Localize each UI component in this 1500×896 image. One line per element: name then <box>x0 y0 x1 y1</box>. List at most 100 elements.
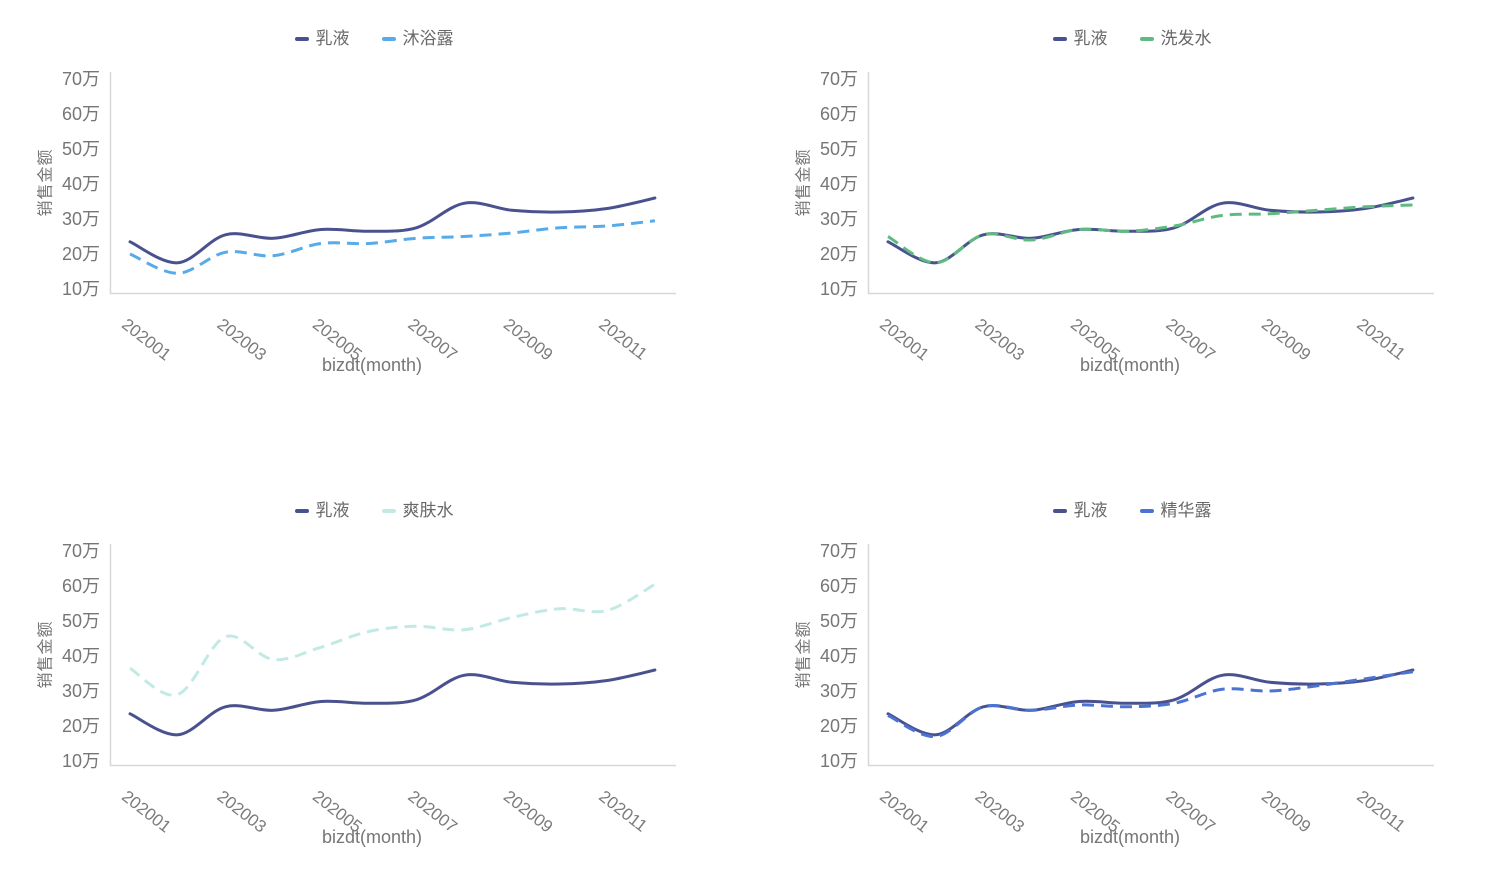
chart-lotion-vs-essence: 乳液 精华露 10万 20万 30万 40万 50万 60万 70万 202001 202003 20… <box>758 472 1500 896</box>
x-axis-tick-label: 202009 <box>500 315 556 365</box>
series-line-lotion <box>128 668 657 737</box>
x-axis-tick-label: 202009 <box>500 787 556 837</box>
legend-label-shower-gel: 沐浴露 <box>402 29 454 48</box>
series-line-lotion <box>886 668 1415 737</box>
series-line-essence <box>887 670 1414 739</box>
y-axis-tick-label: 20万 <box>62 716 100 736</box>
x-axis-title: bizdt(month) <box>322 355 422 375</box>
legend-item-shampoo: 洗发水 <box>1139 28 1212 50</box>
legend-label-essence: 精华露 <box>1160 501 1212 520</box>
x-axis-tick-label: 202003 <box>972 315 1028 365</box>
axis-spines <box>867 72 1434 295</box>
x-axis-tick-label: 202011 <box>1353 315 1408 364</box>
y-axis-tick-label: 70万 <box>62 69 100 89</box>
legend: 乳液 精华露 <box>758 500 1500 522</box>
legend-swatch-lotion <box>1052 37 1067 41</box>
y-axis-title: 销售金额 <box>795 620 813 688</box>
series-line-shower-gel <box>129 219 656 275</box>
y-axis-tick-label: 20万 <box>820 716 858 736</box>
y-axis-tick-label: 10万 <box>820 279 858 299</box>
y-axis-tick-label: 10万 <box>62 279 100 299</box>
y-axis-title: 销售金额 <box>37 620 55 688</box>
x-axis-tick-label: 202001 <box>118 787 174 837</box>
y-axis-tick-label: 60万 <box>820 104 858 124</box>
y-axis-tick-label: 40万 <box>62 174 100 194</box>
legend: 乳液 洗发水 <box>758 28 1500 50</box>
legend-swatch-shampoo <box>1139 37 1154 41</box>
y-axis-tick-label: 50万 <box>820 139 858 159</box>
y-axis-tick-label: 50万 <box>820 611 858 631</box>
x-axis-title: bizdt(month) <box>322 827 422 847</box>
series-line-lotion <box>128 196 657 265</box>
y-axis-tick-label: 40万 <box>820 174 858 194</box>
x-axis-tick-label: 202009 <box>1258 315 1314 365</box>
y-axis-tick-label: 30万 <box>62 681 100 701</box>
legend-item-toner: 爽肤水 <box>381 500 454 522</box>
legend-item-lotion: 乳液 <box>294 28 350 50</box>
y-axis-tick-label: 20万 <box>820 244 858 264</box>
y-axis-tick-label: 70万 <box>820 69 858 89</box>
axis-spines <box>867 544 1434 767</box>
legend-swatch-essence <box>1139 509 1154 513</box>
axis-spines <box>109 544 676 767</box>
legend-item-lotion: 乳液 <box>1052 500 1108 522</box>
series-line-toner <box>129 582 656 697</box>
y-axis-tick-label: 70万 <box>820 541 858 561</box>
y-axis-tick-label: 30万 <box>820 681 858 701</box>
chart-lotion-vs-toner: 乳液 爽肤水 10万 20万 30万 40万 50万 60万 70万 202001 202003 20… <box>0 472 748 896</box>
x-axis-tick-label: 202009 <box>1258 787 1314 837</box>
legend-label-lotion: 乳液 <box>1073 29 1108 48</box>
legend-swatch-lotion <box>294 509 309 513</box>
x-axis-title: bizdt(month) <box>1080 827 1180 847</box>
x-axis-tick-label: 202011 <box>1353 787 1408 836</box>
chart-lotion-vs-shampoo: 乳液 洗发水 10万 20万 30万 40万 50万 60万 70万 202001 202003 20… <box>758 0 1500 444</box>
chart-lotion-vs-shower-gel: 乳液 沐浴露 10万 20万 30万 40万 50万 60万 70万 202001 202003 20… <box>0 0 748 444</box>
series-line-shampoo <box>887 203 1413 265</box>
x-axis-tick-label: 202001 <box>118 315 174 365</box>
y-axis-tick-label: 30万 <box>820 209 858 229</box>
legend-label-lotion: 乳液 <box>315 29 350 48</box>
legend-label-lotion: 乳液 <box>315 501 350 520</box>
y-axis-title: 销售金额 <box>37 148 55 216</box>
legend: 乳液 爽肤水 <box>0 500 748 522</box>
y-axis-tick-label: 60万 <box>62 576 100 596</box>
legend-item-essence: 精华露 <box>1139 500 1212 522</box>
legend: 乳液 沐浴露 <box>0 28 748 50</box>
x-axis-tick-label: 202011 <box>595 787 650 836</box>
axis-spines <box>109 72 676 295</box>
y-axis-tick-label: 40万 <box>820 646 858 666</box>
legend-swatch-shower-gel <box>381 37 396 41</box>
x-axis-tick-label: 202003 <box>214 315 270 365</box>
x-axis-tick-label: 202011 <box>595 315 650 364</box>
legend-item-shower-gel: 沐浴露 <box>381 28 454 50</box>
y-axis-tick-label: 20万 <box>62 244 100 264</box>
y-axis-tick-label: 10万 <box>820 751 858 771</box>
y-axis-tick-label: 50万 <box>62 611 100 631</box>
legend-label-lotion: 乳液 <box>1073 501 1108 520</box>
y-axis-tick-label: 10万 <box>62 751 100 771</box>
y-axis-tick-label: 50万 <box>62 139 100 159</box>
x-axis-tick-label: 202003 <box>972 787 1028 837</box>
legend-swatch-lotion <box>1052 509 1067 513</box>
legend-label-shampoo: 洗发水 <box>1160 29 1212 48</box>
x-axis-tick-label: 202003 <box>214 787 270 837</box>
legend-label-toner: 爽肤水 <box>402 501 454 520</box>
legend-swatch-lotion <box>294 37 309 41</box>
y-axis-tick-label: 60万 <box>62 104 100 124</box>
x-axis-tick-label: 202001 <box>876 787 932 837</box>
y-axis-title: 销售金额 <box>795 148 813 216</box>
x-axis-title: bizdt(month) <box>1080 355 1180 375</box>
y-axis-tick-label: 30万 <box>62 209 100 229</box>
legend-item-lotion: 乳液 <box>1052 28 1108 50</box>
y-axis-tick-label: 60万 <box>820 576 858 596</box>
x-axis-tick-label: 202001 <box>876 315 932 365</box>
y-axis-tick-label: 70万 <box>62 541 100 561</box>
legend-item-lotion: 乳液 <box>294 500 350 522</box>
legend-swatch-toner <box>381 509 396 513</box>
y-axis-tick-label: 40万 <box>62 646 100 666</box>
